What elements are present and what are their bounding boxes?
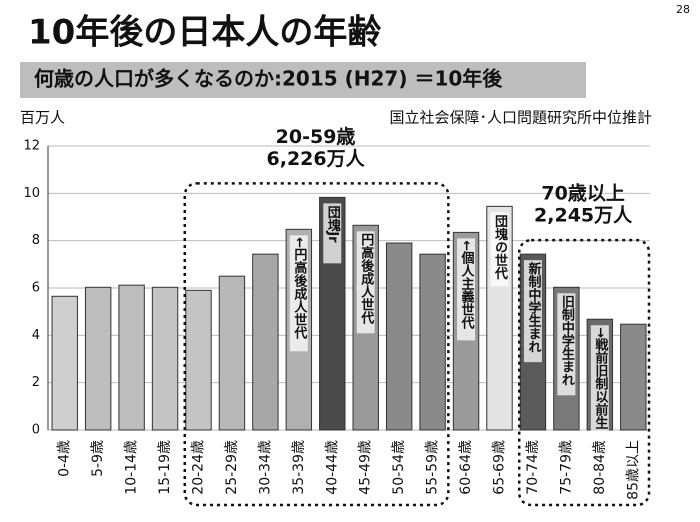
bar-label: 団塊の世代 bbox=[492, 214, 509, 280]
y-tick-label: 8 bbox=[32, 233, 40, 248]
bar-label: 新制中学生まれ bbox=[525, 262, 541, 354]
bar bbox=[620, 323, 647, 431]
annotation-text: 20-59歳 bbox=[276, 126, 356, 148]
y-tick-label: 6 bbox=[32, 281, 40, 296]
bar-label: 旧制中学生まれ bbox=[559, 295, 575, 386]
page-number: 28 bbox=[676, 3, 690, 16]
bar-label: ←円高後成人世代 bbox=[291, 237, 308, 340]
x-tick-label: 30-34歳 bbox=[257, 440, 273, 495]
bar-label-bg bbox=[490, 212, 509, 287]
bar bbox=[51, 295, 78, 431]
bar bbox=[118, 284, 145, 431]
y-axis-label: 百万人 bbox=[20, 109, 65, 127]
y-tick-label: 4 bbox=[32, 328, 40, 343]
x-tick-label: 40-44歳 bbox=[324, 440, 340, 495]
x-tick-label: 85歳以上 bbox=[625, 440, 641, 500]
annotation-text: 6,226万人 bbox=[267, 148, 366, 170]
annotation-box bbox=[183, 182, 450, 507]
x-tick-label: 0-4歳 bbox=[57, 440, 73, 477]
chart-subtitle: 何歳の人口が多くなるのか:2015 (H27) ＝10年後 bbox=[34, 67, 503, 91]
bar-label: ←個人主義世代 bbox=[459, 240, 476, 330]
x-tick-label: 15-19歳 bbox=[157, 440, 173, 495]
y-tick-label: 10 bbox=[23, 186, 40, 201]
x-tick-label: 60-64歳 bbox=[458, 440, 474, 495]
bar-label-bg bbox=[323, 203, 342, 264]
bar-label-bg bbox=[557, 293, 576, 396]
source: 国立社会保障･人口問題研究所中位推計 bbox=[389, 109, 652, 127]
y-tick-label: 0 bbox=[32, 423, 40, 438]
bar-label: 団塊Jr bbox=[325, 205, 341, 243]
x-tick-label: 80-84歳 bbox=[592, 440, 608, 495]
bar-label: 円高後成人世代 bbox=[358, 233, 375, 325]
x-tick-label: 20-24歳 bbox=[191, 440, 207, 495]
bar bbox=[218, 275, 246, 431]
subtitle-band bbox=[20, 62, 586, 98]
bar-label-bg bbox=[356, 231, 375, 334]
bar-label: →戦前旧制以前生 bbox=[592, 327, 608, 429]
y-tick-label: 2 bbox=[32, 375, 40, 390]
x-tick-label: 50-54歳 bbox=[391, 440, 407, 495]
annotation-text: 70歳以上 bbox=[541, 183, 624, 205]
x-tick-label: 10-14歳 bbox=[124, 440, 140, 495]
x-tick-label: 55-59歳 bbox=[425, 440, 441, 495]
bar bbox=[252, 253, 279, 431]
bar-label-bg bbox=[289, 235, 308, 352]
bar bbox=[185, 289, 212, 431]
x-tick-label: 65-69歳 bbox=[492, 440, 508, 495]
x-tick-label: 75-79歳 bbox=[558, 440, 574, 495]
x-tick-label: 35-39歳 bbox=[291, 440, 307, 495]
annotation-text: 2,245万人 bbox=[534, 205, 633, 227]
bar-label-bg bbox=[590, 325, 609, 442]
bar bbox=[419, 253, 446, 431]
x-tick-label: 25-29歳 bbox=[224, 440, 240, 495]
x-tick-label: 45-49歳 bbox=[358, 440, 374, 495]
bar bbox=[84, 286, 112, 431]
annotation-box bbox=[517, 238, 651, 507]
x-tick-label: 70-74歳 bbox=[525, 440, 541, 495]
x-tick-label: 5-9歳 bbox=[90, 440, 106, 477]
bar bbox=[385, 242, 413, 431]
bar bbox=[151, 286, 179, 431]
bar-label-bg bbox=[523, 260, 542, 363]
chart-title: 10年後の日本人の年齢 bbox=[28, 13, 381, 53]
bar-label-bg bbox=[457, 238, 476, 341]
y-tick-label: 12 bbox=[23, 139, 40, 154]
